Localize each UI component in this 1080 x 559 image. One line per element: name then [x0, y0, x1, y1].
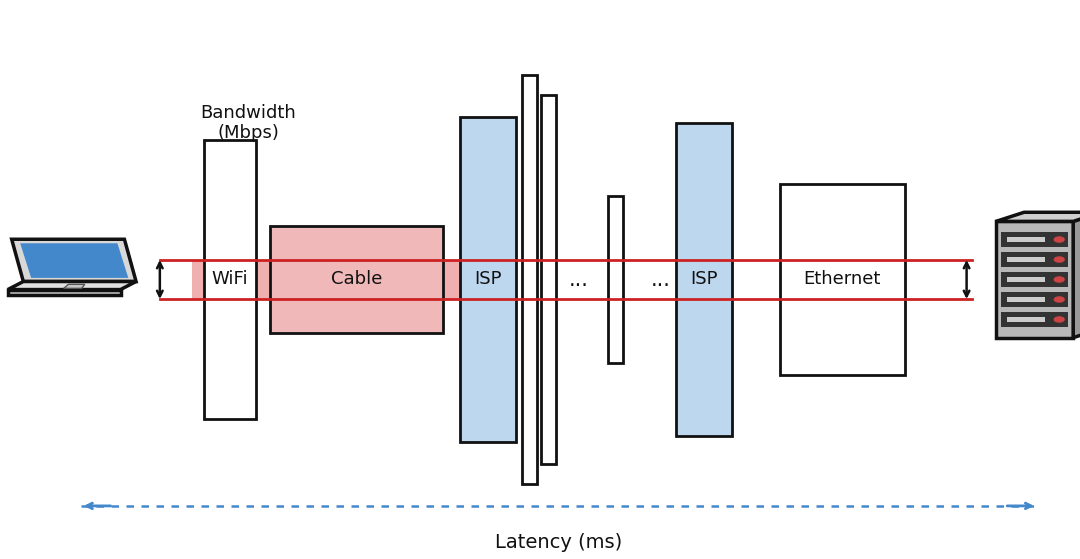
- FancyBboxPatch shape: [1001, 312, 1068, 326]
- FancyBboxPatch shape: [1007, 238, 1045, 243]
- FancyBboxPatch shape: [522, 75, 537, 484]
- FancyBboxPatch shape: [1007, 277, 1045, 282]
- FancyBboxPatch shape: [1001, 272, 1068, 287]
- FancyBboxPatch shape: [270, 226, 443, 333]
- FancyBboxPatch shape: [1001, 233, 1068, 247]
- Circle shape: [1054, 237, 1064, 242]
- FancyBboxPatch shape: [204, 140, 256, 419]
- FancyBboxPatch shape: [781, 184, 905, 375]
- Polygon shape: [8, 290, 121, 295]
- Text: WiFi: WiFi: [212, 271, 248, 288]
- Text: Latency (ms): Latency (ms): [496, 533, 622, 552]
- Text: ISP: ISP: [690, 271, 718, 288]
- Text: ...: ...: [569, 269, 589, 290]
- Text: Ethernet: Ethernet: [804, 271, 881, 288]
- FancyBboxPatch shape: [1001, 292, 1068, 307]
- FancyBboxPatch shape: [460, 117, 516, 442]
- Text: Bandwidth
(Mbps): Bandwidth (Mbps): [201, 103, 296, 143]
- Circle shape: [1054, 257, 1064, 262]
- Polygon shape: [996, 212, 1080, 221]
- Polygon shape: [12, 239, 136, 282]
- FancyBboxPatch shape: [1007, 318, 1045, 323]
- Text: ...: ...: [651, 269, 671, 290]
- FancyBboxPatch shape: [192, 260, 508, 299]
- Circle shape: [1054, 297, 1064, 302]
- Polygon shape: [21, 243, 129, 278]
- Polygon shape: [8, 282, 136, 290]
- FancyBboxPatch shape: [676, 123, 732, 436]
- FancyBboxPatch shape: [541, 95, 556, 464]
- FancyBboxPatch shape: [1007, 297, 1045, 302]
- Circle shape: [1054, 317, 1064, 322]
- Polygon shape: [1074, 212, 1080, 338]
- FancyBboxPatch shape: [1001, 252, 1068, 267]
- Text: Cable: Cable: [330, 271, 382, 288]
- Circle shape: [1054, 277, 1064, 282]
- Polygon shape: [996, 221, 1074, 338]
- Text: ISP: ISP: [474, 271, 502, 288]
- FancyBboxPatch shape: [608, 196, 623, 363]
- Polygon shape: [64, 285, 84, 288]
- FancyBboxPatch shape: [1007, 257, 1045, 262]
